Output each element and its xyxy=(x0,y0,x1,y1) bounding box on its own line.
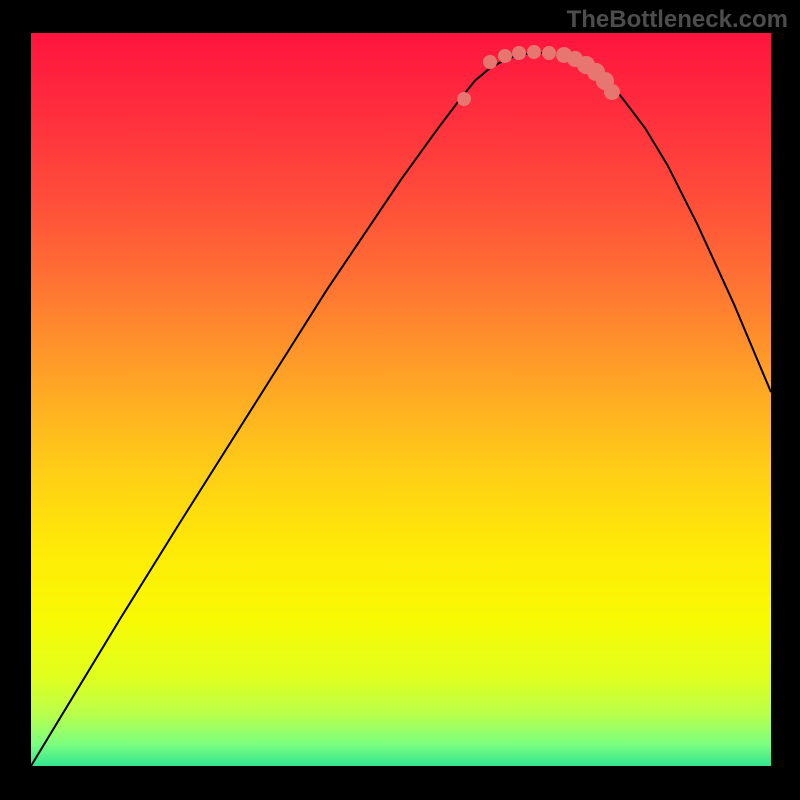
chart-marker xyxy=(483,55,497,69)
watermark-text: TheBottleneck.com xyxy=(567,6,788,34)
chart-marker xyxy=(457,92,471,106)
chart-plot-area xyxy=(31,33,771,766)
chart-marker xyxy=(527,45,541,59)
chart-marker xyxy=(498,49,512,63)
chart-marker xyxy=(604,84,620,100)
chart-marker xyxy=(512,46,526,60)
chart-marker xyxy=(542,46,556,60)
chart-markers-layer xyxy=(31,33,771,766)
chart-inner xyxy=(31,33,771,766)
